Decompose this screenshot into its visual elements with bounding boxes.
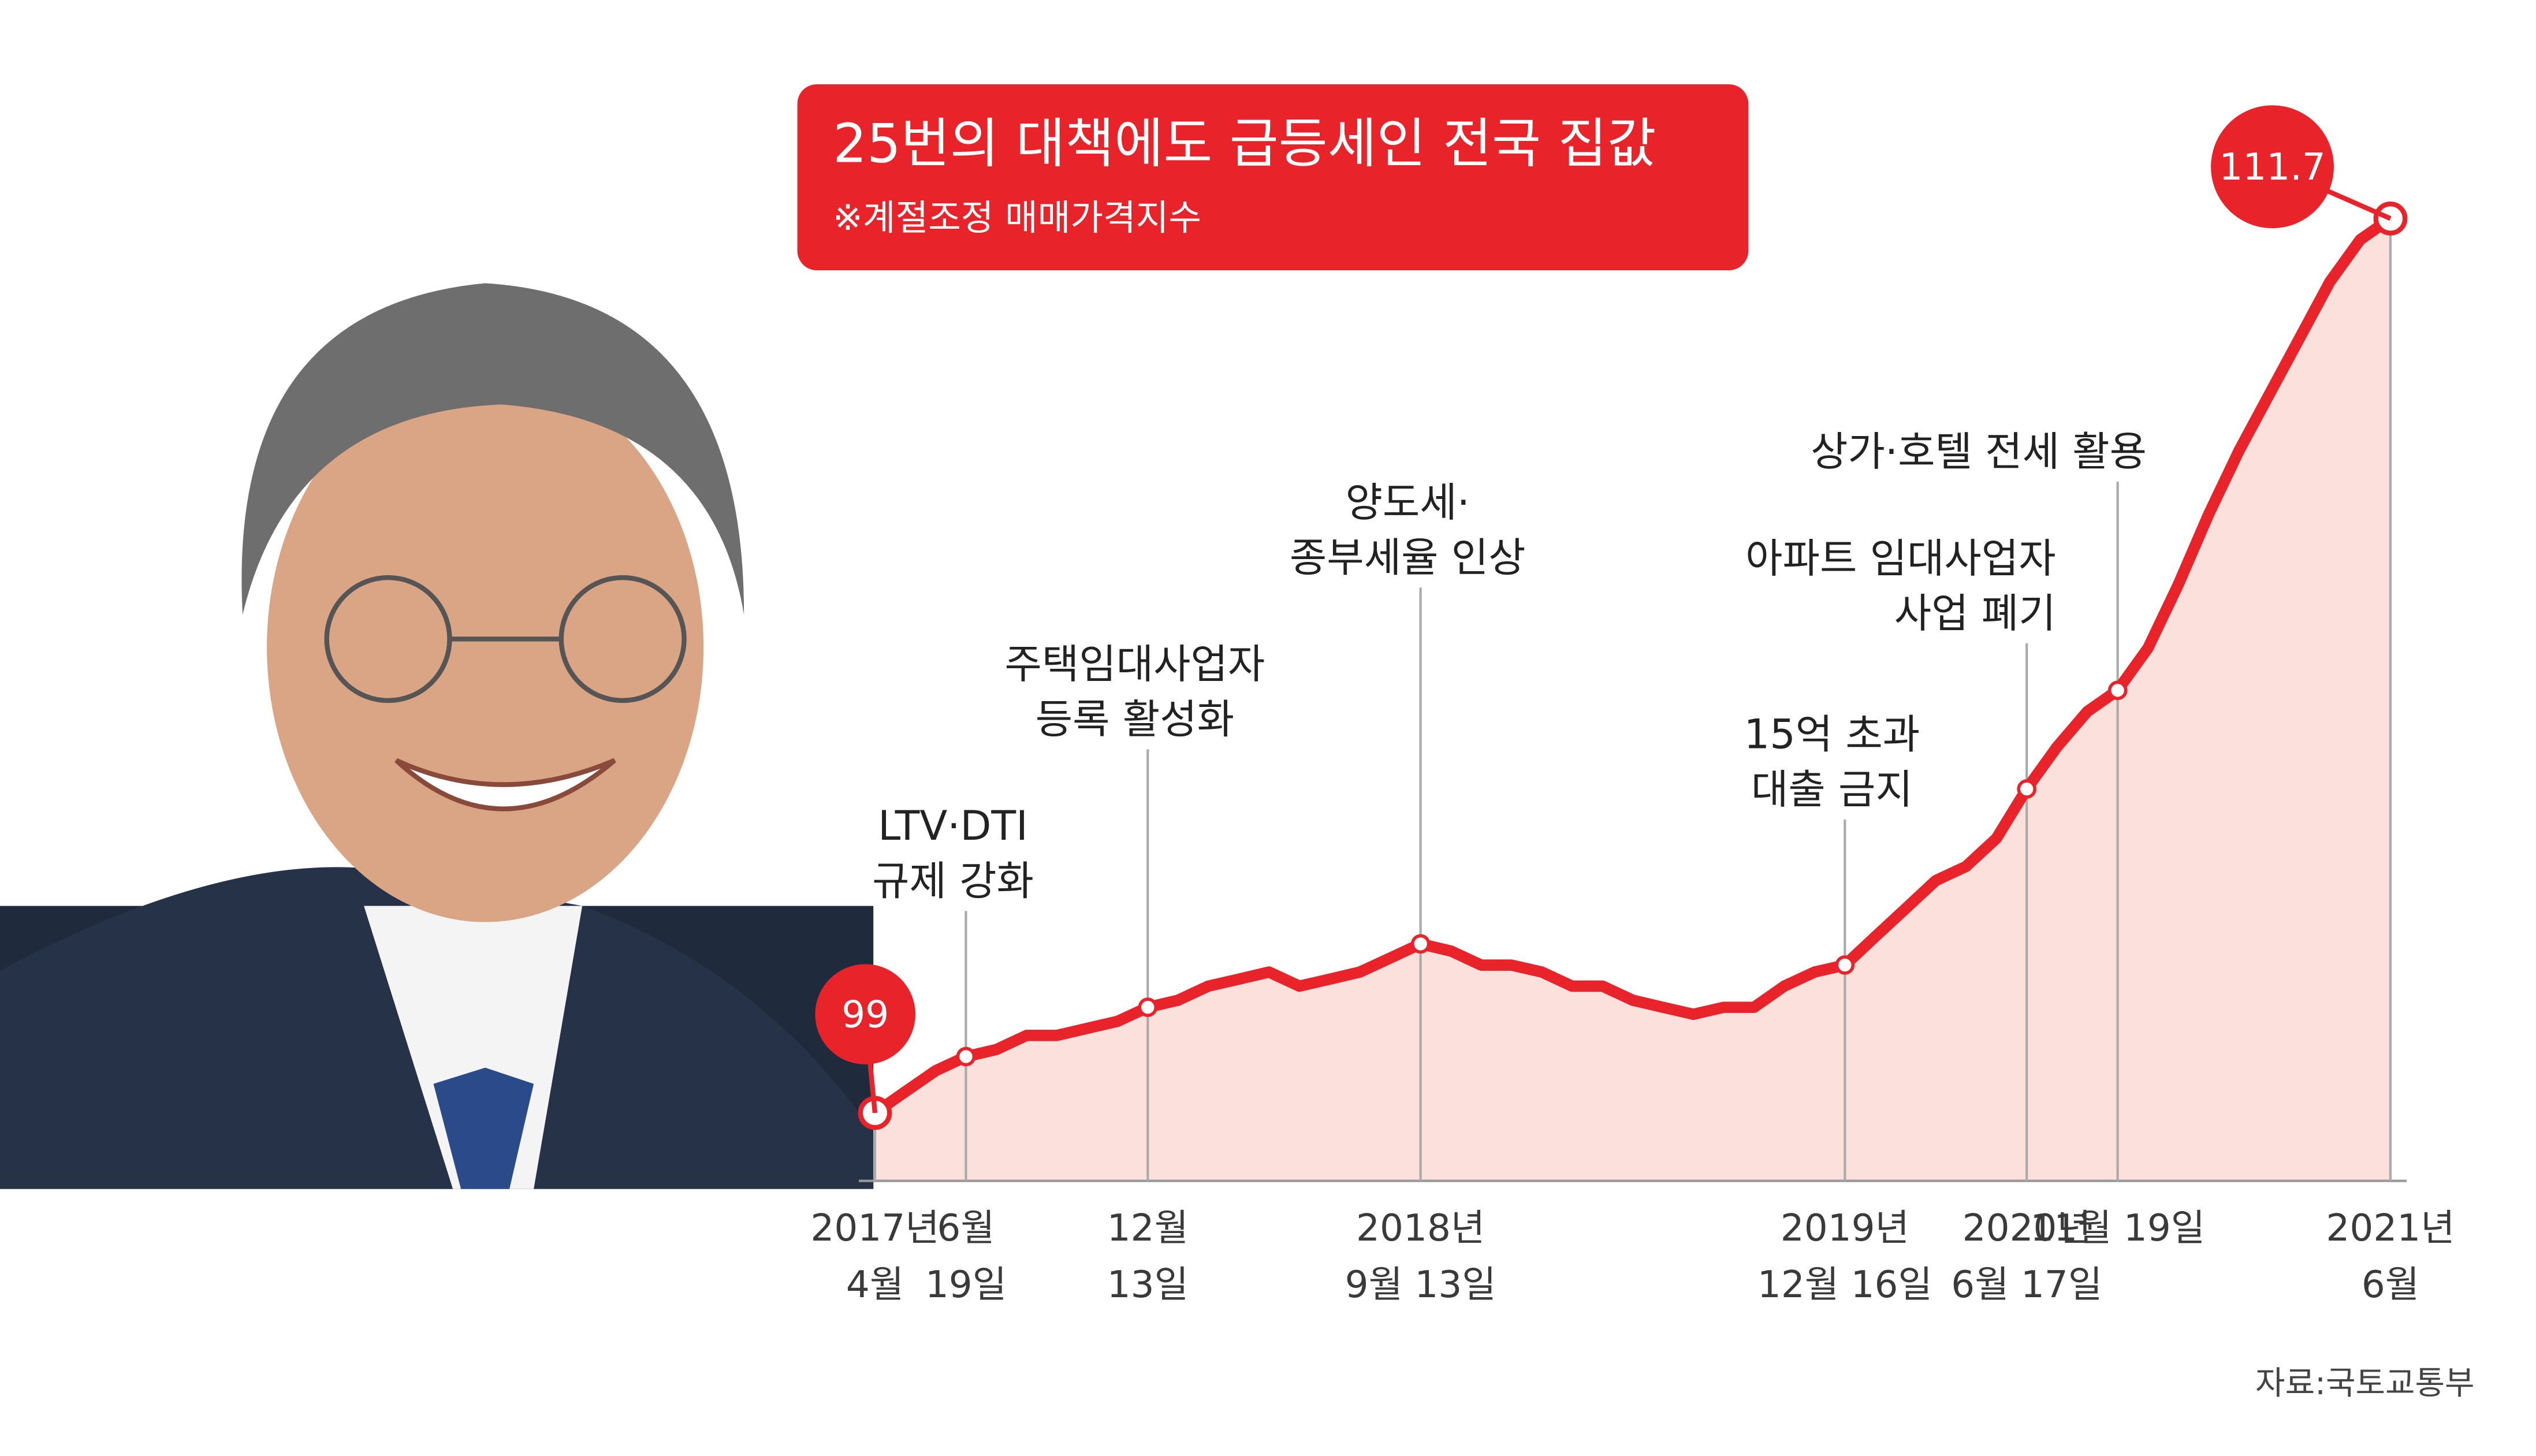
x-tick-label: 12월 13일	[1107, 1206, 1189, 1306]
x-tick-label: 2018년 9월 13일	[1345, 1206, 1496, 1306]
point-marker	[1138, 997, 1158, 1017]
x-tick-label: 2021년 6월	[2326, 1206, 2455, 1306]
area	[875, 218, 2390, 1181]
x-tick-label: 2019년 12월 16일	[1757, 1206, 1932, 1306]
annotation: LTV·DTI 규제 강화	[872, 802, 1034, 904]
line	[869, 213, 2396, 1119]
source: 자료:국토교통부	[2255, 1365, 2475, 1402]
point-marker	[2373, 201, 2408, 236]
title-box	[797, 84, 1749, 270]
x-tick-label: 6월 19일	[925, 1206, 1007, 1306]
point-marker	[2017, 779, 2037, 799]
x-tick-label: 2017년 4월	[810, 1206, 939, 1306]
chart-title: 25번의 대책에도 급등세인 전국 집값	[833, 112, 1656, 174]
x-tick-label: 2020년 6월 17일	[1951, 1206, 2102, 1306]
annotation: 15억 초과 대출 금지	[1744, 711, 1920, 813]
chart-subtitle: ※계절조정 매매가격지수	[833, 197, 1201, 239]
annotation: 아파트 임대사업자 사업 폐기	[1745, 535, 2055, 637]
point-marker	[956, 1047, 976, 1067]
photo	[0, 283, 874, 1189]
point-marker	[2107, 680, 2128, 701]
x-tick-label: 11월 19일	[2030, 1206, 2205, 1250]
annotation: 주택임대사업자 등록 활성화	[1005, 641, 1265, 743]
callout-bubble	[2211, 105, 2334, 229]
callout-bubble	[815, 964, 916, 1064]
value-label: 111.7	[2219, 146, 2325, 189]
point-marker	[1835, 955, 1855, 975]
annotation: 양도세· 종부세율 인상	[1290, 479, 1526, 581]
value-label: 99	[841, 993, 889, 1037]
point-marker	[1410, 934, 1431, 954]
annotation: 상가·호텔 전세 활용	[1811, 428, 2147, 475]
